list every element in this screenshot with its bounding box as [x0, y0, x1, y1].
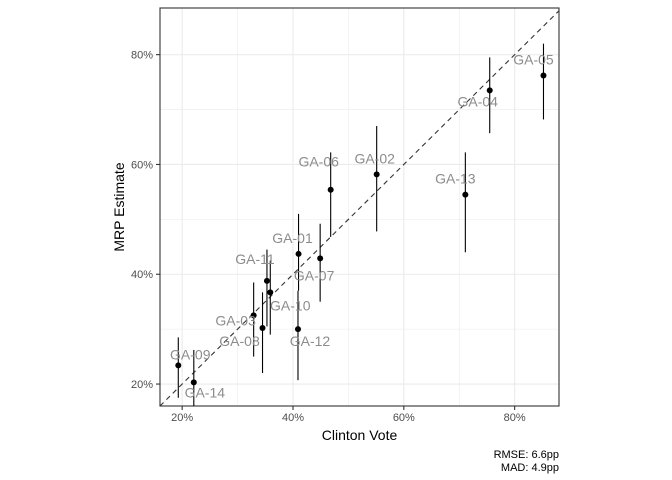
data-point [486, 87, 493, 94]
y-axis-title: MRP Estimate [111, 162, 127, 251]
y-tick-label: 40% [131, 269, 153, 281]
y-tick-label: 80% [131, 50, 153, 62]
point-label: GA-07 [294, 267, 335, 283]
y-tick-label: 60% [131, 159, 153, 171]
point-label: GA-13 [435, 171, 476, 187]
point-labels: GA-01 GA-02 GA-03 GA-04 GA-05 GA-06 GA-07 GA-08… [170, 52, 554, 401]
caption-rmse: RMSE: 6.6pp [494, 449, 559, 461]
point-label: GA-02 [354, 150, 395, 166]
data-point [540, 72, 547, 79]
point-label: GA-09 [170, 346, 211, 362]
data-point [373, 171, 380, 178]
data-point [175, 362, 182, 369]
point-label: GA-14 [185, 384, 226, 400]
data-point [327, 186, 334, 193]
panel-border [159, 7, 560, 407]
data-point [263, 277, 270, 284]
point-label: GA-05 [513, 52, 554, 68]
x-tick-label: 80% [504, 412, 526, 424]
point-label: GA-04 [457, 93, 498, 109]
reference-line-yx [159, 10, 560, 407]
data-point [259, 325, 266, 332]
data-point [462, 191, 469, 198]
data-point [317, 255, 324, 262]
data-point [190, 379, 197, 386]
x-tick-label: 60% [393, 412, 415, 424]
x-tick-label: 20% [171, 412, 193, 424]
error-bars [177, 43, 545, 406]
x-axis-ticks: 20% 40% 60% 80% [171, 406, 526, 424]
y-axis-ticks: 20% 40% 60% 80% [131, 50, 160, 391]
point-label: GA-01 [272, 230, 313, 246]
reference-line [159, 10, 560, 407]
point-label: GA-10 [270, 297, 311, 313]
y-tick-label: 20% [131, 379, 153, 391]
data-point [294, 326, 301, 333]
point-label: GA-12 [290, 333, 331, 349]
x-axis-title: Clinton Vote [322, 427, 398, 443]
point-label: GA-08 [219, 333, 260, 349]
data-point [295, 250, 302, 257]
point-label: GA-11 [235, 251, 275, 267]
x-tick-label: 40% [282, 412, 304, 424]
data-point [267, 289, 274, 296]
point-label: GA-03 [215, 312, 256, 328]
data-points [175, 72, 547, 386]
data-point [250, 312, 257, 319]
point-label: GA-06 [298, 154, 339, 170]
caption-mad: MAD: 4.9pp [501, 462, 559, 474]
